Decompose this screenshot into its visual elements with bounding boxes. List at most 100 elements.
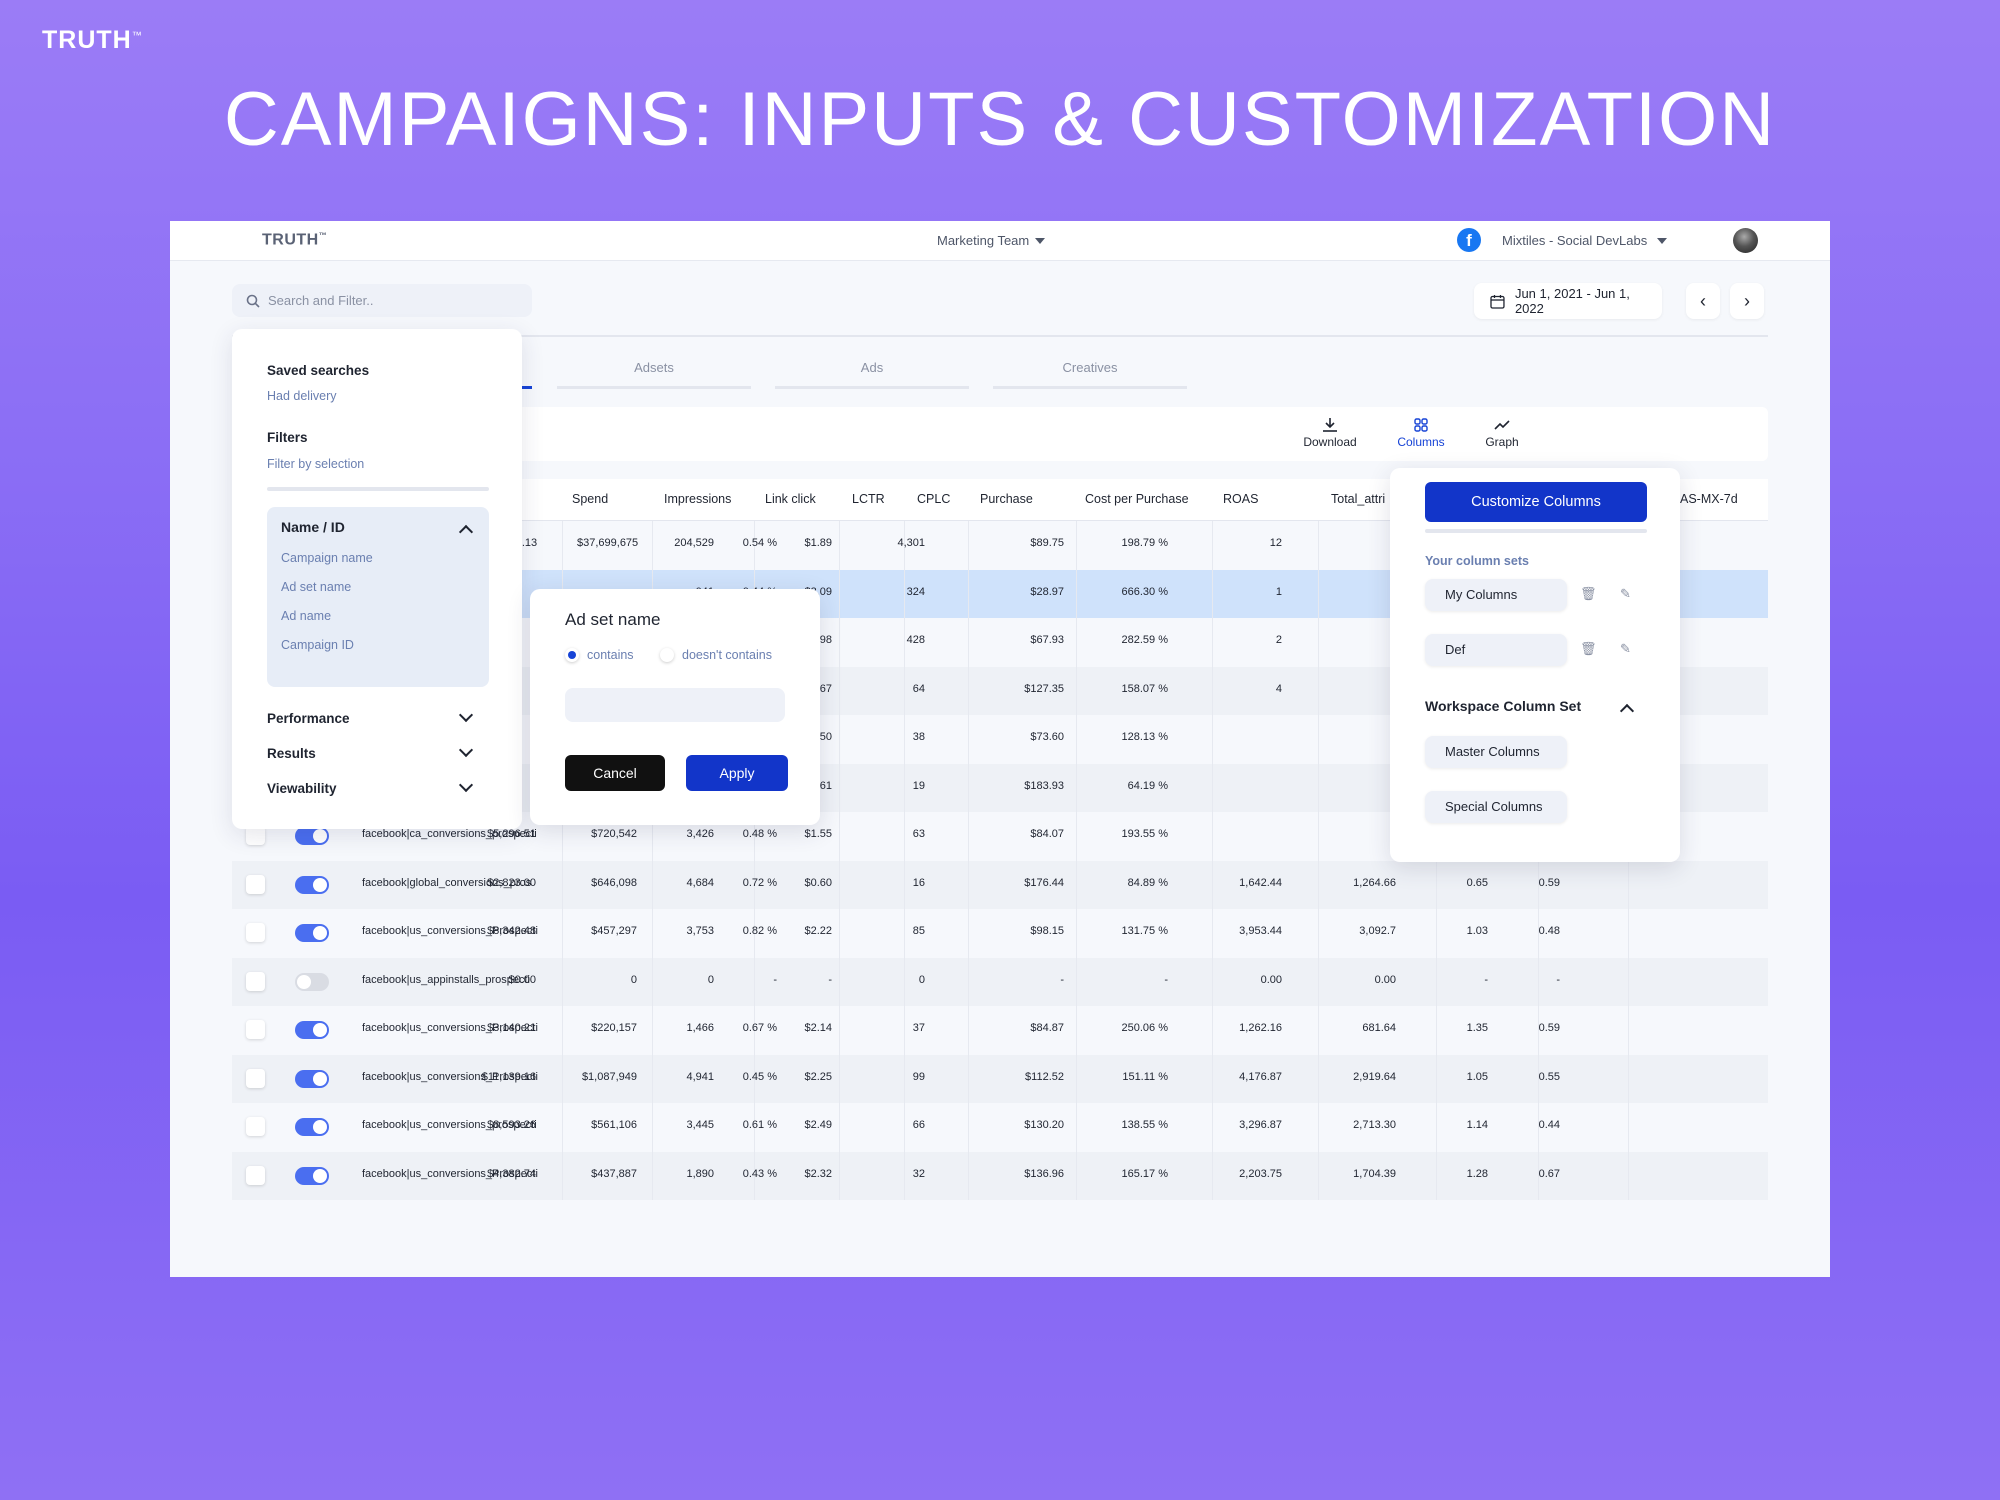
column-header[interactable]: Spend bbox=[572, 492, 609, 506]
tab-adsets[interactable]: Adsets bbox=[557, 359, 751, 389]
column-divider bbox=[754, 1103, 755, 1152]
saved-search-item[interactable]: Had delivery bbox=[267, 389, 337, 403]
app-logo[interactable]: TRUTH™ bbox=[262, 231, 327, 249]
search-box[interactable] bbox=[232, 284, 532, 317]
table-cell: 324 bbox=[906, 585, 925, 598]
next-date-button[interactable]: › bbox=[1730, 283, 1764, 319]
radio-contains[interactable]: contains bbox=[565, 648, 634, 662]
table-row[interactable]: facebook|global_conversions_pros $2,823.0… bbox=[232, 860, 1768, 909]
table-cell: 37 bbox=[912, 1022, 925, 1034]
column-set-my-columns[interactable]: My Columns bbox=[1425, 579, 1567, 611]
column-divider bbox=[904, 1151, 905, 1200]
filter-option-ad-set-name[interactable]: Ad set name bbox=[281, 580, 352, 594]
column-divider bbox=[562, 957, 563, 1006]
row-checkbox[interactable] bbox=[246, 874, 265, 894]
table-cell: 204,529 bbox=[674, 537, 714, 549]
row-checkbox[interactable] bbox=[246, 826, 265, 845]
table-cell: $2.25 bbox=[804, 1070, 832, 1083]
table-row[interactable]: facebook|us_conversions_Prospecti $3,140.… bbox=[232, 1006, 1768, 1055]
table-row[interactable]: facebook|us_conversions_Prospecti $8,342.… bbox=[232, 909, 1768, 958]
table-cell: 0 bbox=[630, 973, 637, 986]
column-header[interactable]: Link click bbox=[765, 492, 816, 506]
column-header[interactable]: ROAS bbox=[1223, 492, 1259, 506]
column-set-master[interactable]: Master Columns bbox=[1425, 736, 1567, 768]
edit-icon[interactable]: ✎ bbox=[1620, 586, 1631, 601]
row-toggle[interactable] bbox=[295, 1166, 329, 1185]
column-divider bbox=[1212, 763, 1213, 812]
ad-set-name-input[interactable] bbox=[565, 688, 785, 722]
name-id-title[interactable]: Name / ID bbox=[281, 519, 345, 535]
row-checkbox[interactable] bbox=[246, 971, 265, 991]
table-cell: 4,301 bbox=[897, 537, 925, 549]
column-divider bbox=[904, 666, 905, 715]
column-set-special[interactable]: Special Columns bbox=[1425, 791, 1567, 823]
column-divider bbox=[904, 909, 905, 958]
row-checkbox[interactable] bbox=[246, 1165, 265, 1185]
section-performance[interactable]: Performance bbox=[267, 711, 350, 726]
table-cell: 0.59 bbox=[1538, 1022, 1560, 1034]
row-checkbox[interactable] bbox=[246, 1117, 265, 1136]
chevron-up-icon[interactable] bbox=[458, 524, 474, 540]
prev-date-button[interactable]: ‹ bbox=[1686, 283, 1720, 319]
table-row[interactable]: facebook|us_conversions_Prospecti $4,382.… bbox=[232, 1151, 1768, 1200]
column-header[interactable]: Purchase bbox=[980, 492, 1033, 506]
column-divider bbox=[1628, 1006, 1629, 1055]
row-toggle[interactable] bbox=[295, 827, 329, 845]
avatar[interactable] bbox=[1733, 228, 1758, 253]
cancel-button[interactable]: Cancel bbox=[565, 755, 665, 791]
row-toggle[interactable] bbox=[295, 1118, 329, 1136]
column-divider bbox=[1538, 1054, 1539, 1103]
row-checkbox[interactable] bbox=[246, 1020, 265, 1039]
trash-icon[interactable]: 🗑 bbox=[1580, 586, 1597, 601]
table-cell: 84.89 % bbox=[1127, 876, 1168, 889]
filter-option-campaign-id[interactable]: Campaign ID bbox=[281, 638, 354, 652]
date-range-picker[interactable]: Jun 1, 2021 - Jun 1, 2022 bbox=[1474, 283, 1662, 319]
column-header[interactable]: AS-MX-7d bbox=[1680, 492, 1738, 506]
download-button[interactable]: Download bbox=[1294, 417, 1366, 449]
row-toggle[interactable] bbox=[295, 1021, 329, 1039]
chevron-down-icon[interactable] bbox=[458, 777, 474, 793]
column-divider bbox=[968, 763, 969, 812]
column-header[interactable]: Total_attri bbox=[1331, 492, 1386, 506]
row-checkbox[interactable] bbox=[246, 923, 265, 942]
column-header[interactable]: Cost per Purchase bbox=[1085, 492, 1189, 506]
column-header[interactable]: LCTR bbox=[852, 492, 885, 506]
column-set-def[interactable]: Def bbox=[1425, 634, 1567, 666]
row-toggle[interactable] bbox=[295, 875, 329, 894]
columns-button[interactable]: Columns bbox=[1385, 417, 1457, 449]
table-cell: 12 bbox=[1269, 537, 1282, 549]
radio-not-contains[interactable]: doesn't contains bbox=[660, 648, 772, 662]
chevron-down-icon[interactable] bbox=[458, 742, 474, 758]
table-row[interactable]: facebook|us_conversions_prospecti $8,593.… bbox=[232, 1103, 1768, 1152]
filter-option-ad-name[interactable]: Ad name bbox=[281, 609, 332, 623]
filter-option-campaign-name[interactable]: Campaign name bbox=[281, 551, 373, 565]
table-cell: $28.97 bbox=[1030, 585, 1064, 598]
row-toggle[interactable] bbox=[295, 1069, 329, 1088]
row-toggle[interactable] bbox=[295, 972, 329, 991]
chevron-up-icon[interactable] bbox=[1619, 703, 1635, 719]
edit-icon[interactable]: ✎ bbox=[1620, 641, 1631, 656]
apply-button[interactable]: Apply bbox=[686, 755, 788, 791]
account-selector[interactable]: Mixtiles - Social DevLabs bbox=[1502, 233, 1668, 248]
team-selector[interactable]: Marketing Team bbox=[937, 233, 1046, 248]
table-row[interactable]: facebook|us_appinstalls_prospecti $0.00 0 0… bbox=[232, 957, 1768, 1006]
name-id-section: Name / ID Campaign name Ad set name Ad n… bbox=[267, 507, 489, 687]
table-cell: 3,445 bbox=[686, 1119, 714, 1131]
chevron-down-icon[interactable] bbox=[458, 707, 474, 723]
filter-by-selection[interactable]: Filter by selection bbox=[267, 457, 365, 471]
trash-icon[interactable]: 🗑 bbox=[1580, 641, 1597, 656]
graph-button[interactable]: Graph bbox=[1466, 417, 1538, 449]
table-cell: $2.22 bbox=[804, 925, 832, 937]
table-row[interactable]: facebook|us_conversions_Prospecti $11,139… bbox=[232, 1054, 1768, 1103]
search-input[interactable] bbox=[268, 293, 508, 308]
table-cell: $720,542 bbox=[591, 828, 637, 840]
row-toggle[interactable] bbox=[295, 924, 329, 942]
tab-creatives[interactable]: Creatives bbox=[993, 359, 1187, 389]
column-header[interactable]: CPLC bbox=[917, 492, 951, 506]
column-header[interactable]: Impressions bbox=[664, 492, 732, 506]
section-results[interactable]: Results bbox=[267, 746, 316, 761]
customize-columns-button[interactable]: Customize Columns bbox=[1425, 482, 1647, 522]
section-viewability[interactable]: Viewability bbox=[267, 781, 337, 796]
tab-ads[interactable]: Ads bbox=[775, 359, 969, 389]
row-checkbox[interactable] bbox=[246, 1068, 265, 1088]
